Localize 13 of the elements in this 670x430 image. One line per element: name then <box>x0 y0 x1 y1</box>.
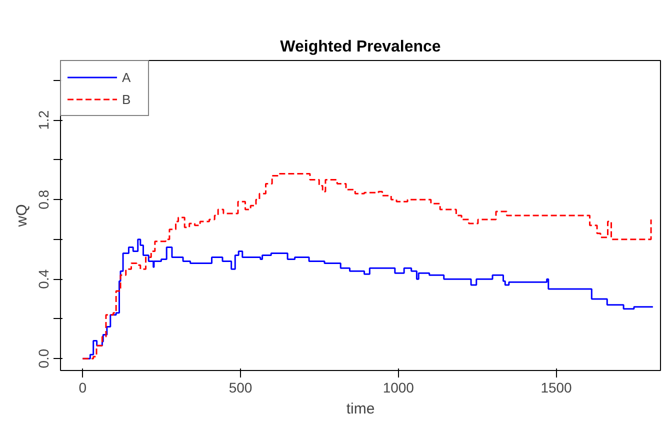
legend-label: A <box>122 70 132 84</box>
x-tick-label: 0 <box>78 380 87 396</box>
x-axis-title: time <box>346 400 375 418</box>
x-tick-label: 500 <box>228 380 252 396</box>
chart-title: Weighted Prevalence <box>280 38 441 56</box>
legend-label: B <box>122 92 132 106</box>
x-tick-label: 1000 <box>382 380 414 396</box>
y-tick-label: 1.2 <box>36 110 52 130</box>
y-tick-label: 0.4 <box>36 269 52 289</box>
x-tick-label: 1500 <box>540 380 572 396</box>
y-tick-label: 0.8 <box>36 190 52 210</box>
y-axis-title: wQ <box>14 204 30 228</box>
y-tick-label: 0.0 <box>36 348 52 368</box>
